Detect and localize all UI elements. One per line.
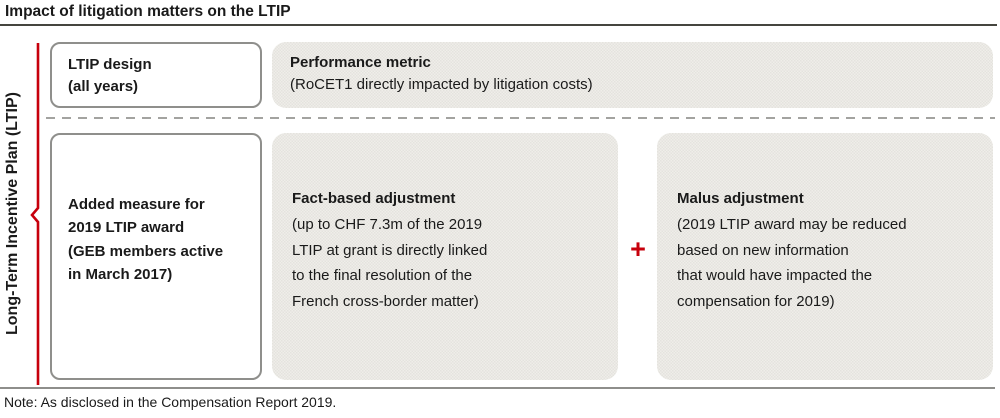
bottom-rule	[0, 387, 995, 389]
malus-body: (2019 LTIP award may be reduced based on…	[677, 215, 907, 311]
fact-based-body: (up to CHF 7.3m of the 2019 LTIP at gran…	[292, 215, 488, 311]
plus-sign: +	[630, 234, 646, 264]
ltip-design-box: LTIP design (all years)	[50, 42, 262, 108]
added-measure-label: Added measure for 2019 LTIP award (GEB m…	[68, 196, 224, 283]
fact-based-adjustment-box: Fact-based adjustment (up to CHF 7.3m of…	[272, 133, 618, 380]
performance-metric-body: (RoCET1 directly impacted by litigation …	[290, 75, 593, 93]
side-axis-label: Long-Term Incentive Plan (LTIP)	[4, 92, 21, 336]
footnote: Note: As disclosed in the Compensation R…	[4, 394, 337, 410]
malus-adjustment-box: Malus adjustment (2019 LTIP award may be…	[657, 133, 993, 380]
malus-title: Malus adjustment	[677, 190, 804, 207]
performance-metric-title: Performance metric	[290, 54, 431, 71]
row-divider-dashed	[46, 117, 995, 119]
figure-title: Impact of litigation matters on the LTIP	[5, 3, 291, 20]
performance-metric-box: Performance metric (RoCET1 directly impa…	[272, 42, 993, 108]
ltip-design-label: LTIP design (all years)	[68, 56, 152, 95]
red-brace-line	[30, 43, 40, 385]
title-rule	[0, 24, 997, 26]
fact-based-title: Fact-based adjustment	[292, 190, 456, 207]
added-measure-box: Added measure for 2019 LTIP award (GEB m…	[50, 133, 262, 380]
